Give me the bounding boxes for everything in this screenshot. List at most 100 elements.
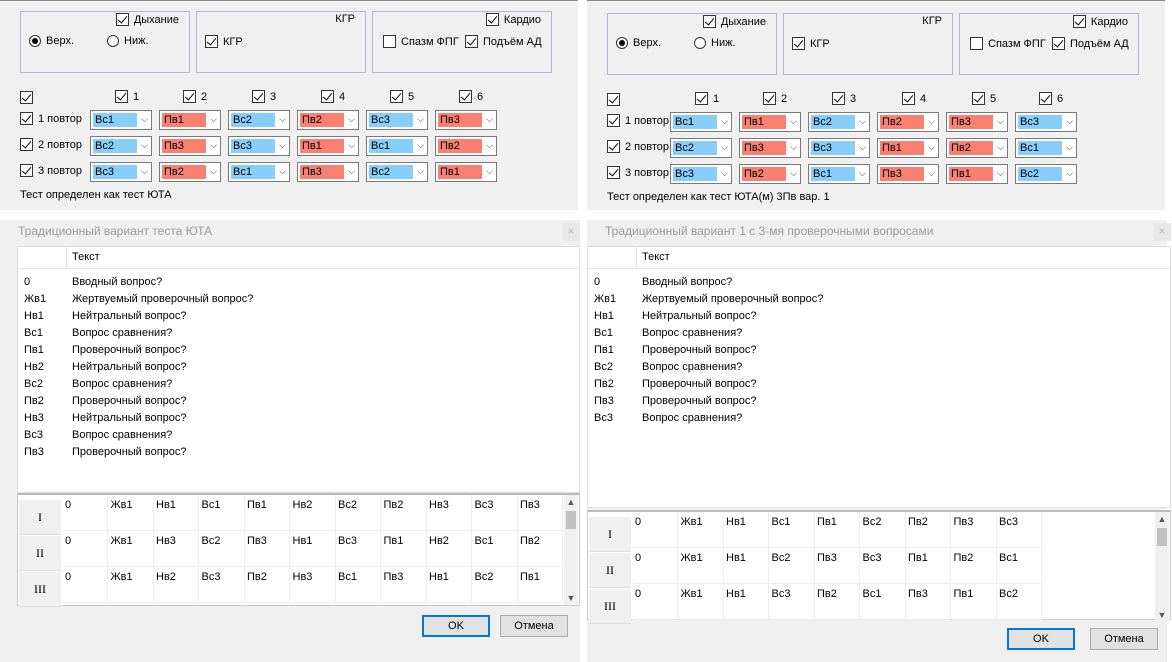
grid-cell[interactable]: Жв1	[108, 495, 154, 531]
sequence-grid[interactable]: I 0 Жв1 Нв1 Вс1 Пв1 Вс2 Пв2 Пв3 Вс3 II 0 Жв1 Нв1 Вс2 Пв…	[587, 510, 1171, 624]
sequence-grid[interactable]: I 0 Жв1 Нв1 Вс1 Пв1 Нв2 Вс2 Пв2 Нв3 Вс3 Пв3 II 0 Жв1 Нв…	[17, 493, 580, 607]
grid-cell[interactable]: Нв1	[724, 548, 769, 584]
repeat-3-checkbox[interactable]	[20, 164, 33, 177]
spasm-checkbox[interactable]	[970, 37, 983, 50]
lower-radio[interactable]	[107, 35, 119, 47]
grid-cell[interactable]: 0	[633, 512, 678, 548]
question-select[interactable]: Вс1 ⌵	[1015, 138, 1077, 158]
question-select[interactable]: Вс1 ⌵	[366, 136, 428, 156]
grid-cell[interactable]: Пв2	[951, 548, 997, 584]
column-6-checkbox[interactable]	[1039, 92, 1052, 105]
column-2-checkbox[interactable]	[183, 90, 196, 103]
kgr-checkbox[interactable]	[205, 35, 218, 48]
grid-cell[interactable]: Вс2	[997, 584, 1042, 620]
grid-cell[interactable]: 0	[633, 548, 678, 584]
grid-cell[interactable]: 0	[633, 584, 678, 620]
cardio-checkbox[interactable]	[1072, 15, 1086, 28]
scroll-up-icon[interactable]: ▲	[566, 497, 576, 507]
list-item[interactable]: Вс2 Вопрос сравнения?	[18, 376, 579, 393]
bp-rise-checkbox[interactable]	[1052, 37, 1065, 50]
grid-cell[interactable]: Вс2	[472, 567, 518, 603]
list-item[interactable]: Пв1 Проверочный вопрос?	[18, 342, 579, 359]
question-select[interactable]: Вс1 ⌵	[228, 162, 290, 182]
grid-cell[interactable]: Вс3	[769, 584, 815, 620]
close-button[interactable]: ×	[562, 223, 580, 241]
upper-radio[interactable]	[616, 37, 628, 49]
question-select[interactable]: Пв2 ⌵	[739, 164, 801, 184]
question-select[interactable]: Пв3 ⌵	[297, 162, 359, 182]
grid-cell[interactable]: Пв3	[381, 567, 427, 603]
column-2-checkbox[interactable]	[763, 92, 776, 105]
close-button[interactable]: ×	[1153, 223, 1171, 241]
grid-cell[interactable]: Вс2	[199, 531, 245, 567]
list-item[interactable]: Нв1 Нейтральный вопрос?	[18, 308, 579, 325]
breath-checkbox[interactable]	[702, 15, 716, 28]
question-select[interactable]: Вс2 ⌵	[670, 138, 732, 158]
ok-button[interactable]: OK	[1007, 628, 1075, 650]
grid-cell[interactable]: Нв3	[290, 567, 336, 603]
grid-cell[interactable]: Пв3	[906, 584, 951, 620]
grid-cell[interactable]: Пв2	[245, 567, 290, 603]
question-select[interactable]: Пв1 ⌵	[877, 138, 939, 158]
list-item[interactable]: Вс1 Вопрос сравнения?	[18, 325, 579, 342]
question-select[interactable]: Вс2 ⌵	[366, 162, 428, 182]
list-item[interactable]: Нв1 Нейтральный вопрос?	[588, 308, 1170, 325]
grid-cell[interactable]: Жв1	[678, 512, 724, 548]
list-item[interactable]: Нв2 Нейтральный вопрос?	[18, 359, 579, 376]
select-all-checkbox[interactable]	[20, 91, 33, 104]
grid-cell[interactable]: Вс1	[860, 584, 906, 620]
column-4-checkbox[interactable]	[902, 92, 915, 105]
question-select[interactable]: Вс1 ⌵	[90, 110, 152, 130]
question-select[interactable]: Вс3 ⌵	[228, 136, 290, 156]
grid-cell[interactable]: Нв1	[154, 495, 199, 531]
list-item[interactable]: Вс3 Вопрос сравнения?	[18, 427, 579, 444]
grid-cell[interactable]: Вс3	[997, 512, 1042, 548]
grid-cell[interactable]: Нв1	[290, 531, 336, 567]
scroll-thumb[interactable]	[1157, 528, 1167, 546]
grid-cell[interactable]: Вс1	[472, 531, 518, 567]
list-item[interactable]: Вс3 Вопрос сравнения?	[588, 410, 1170, 427]
kgr-checkbox[interactable]	[792, 37, 805, 50]
grid-cell[interactable]: Вс1	[199, 495, 245, 531]
column-1-checkbox[interactable]	[695, 92, 708, 105]
grid-cell[interactable]: Пв1	[245, 495, 290, 531]
grid-cell[interactable]: Пв2	[518, 531, 563, 567]
breath-checkbox[interactable]	[115, 13, 129, 26]
grid-cell[interactable]: Жв1	[678, 548, 724, 584]
scroll-thumb[interactable]	[566, 511, 576, 529]
grid-cell[interactable]: Вс1	[997, 548, 1042, 584]
question-select[interactable]: Вс2 ⌵	[808, 112, 870, 132]
question-select[interactable]: Вс1 ⌵	[670, 112, 732, 132]
grid-cell[interactable]: Пв1	[518, 567, 563, 603]
select-all-checkbox[interactable]	[607, 93, 620, 106]
grid-cell[interactable]: Вс3	[336, 531, 381, 567]
question-select[interactable]: Пв1 ⌵	[159, 110, 221, 130]
grid-cell[interactable]: Пв2	[815, 584, 860, 620]
list-item[interactable]: 0 Вводный вопрос?	[588, 274, 1170, 291]
grid-cell[interactable]: Пв3	[815, 548, 860, 584]
grid-scrollbar[interactable]: ▲ ▼	[1155, 512, 1169, 622]
grid-cell[interactable]: Пв3	[245, 531, 290, 567]
grid-cell[interactable]: Нв3	[154, 531, 199, 567]
question-select[interactable]: Пв1 ⌵	[946, 164, 1008, 184]
column-3-checkbox[interactable]	[252, 90, 265, 103]
cancel-button[interactable]: Отмена	[500, 615, 568, 637]
cancel-button[interactable]: Отмена	[1090, 628, 1158, 650]
grid-cell[interactable]: Пв3	[951, 512, 997, 548]
question-select[interactable]: Вс3 ⌵	[808, 138, 870, 158]
grid-cell[interactable]: Пв2	[906, 512, 951, 548]
repeat-2-checkbox[interactable]	[607, 140, 620, 153]
grid-cell[interactable]: Вс2	[769, 548, 815, 584]
column-1-checkbox[interactable]	[115, 90, 128, 103]
grid-cell[interactable]: Пв1	[906, 548, 951, 584]
grid-cell[interactable]: 0	[63, 495, 108, 531]
question-select[interactable]: Вс2 ⌵	[1015, 164, 1077, 184]
grid-cell[interactable]: Жв1	[108, 531, 154, 567]
grid-cell[interactable]: Жв1	[678, 584, 724, 620]
grid-cell[interactable]: Пв2	[381, 495, 427, 531]
repeat-1-checkbox[interactable]	[607, 114, 620, 127]
cardio-checkbox[interactable]	[485, 13, 499, 26]
question-list[interactable]: Текст 0 Вводный вопрос? Жв1 Жертвуемый прове…	[17, 246, 580, 493]
list-item[interactable]: Пв2 Проверочный вопрос?	[588, 376, 1170, 393]
scroll-up-icon[interactable]: ▲	[1157, 514, 1167, 524]
